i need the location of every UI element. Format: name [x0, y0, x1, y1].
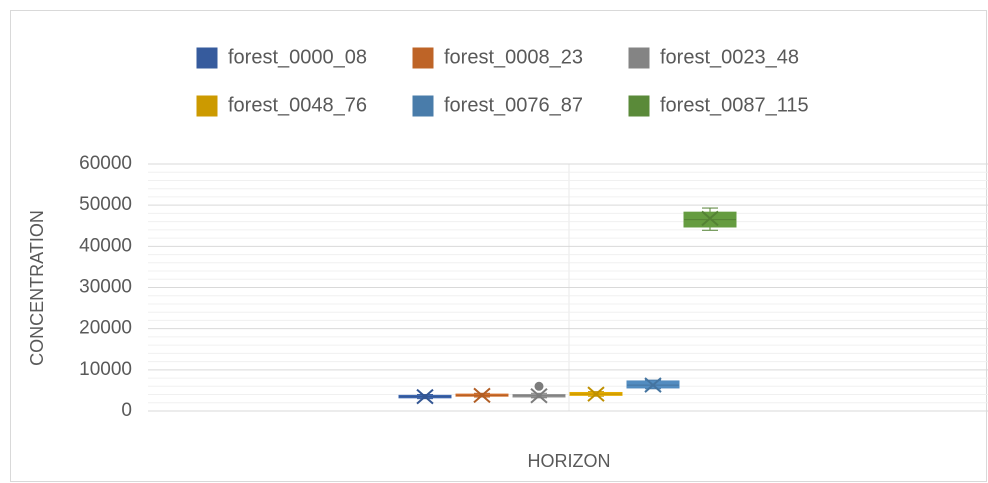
legend-swatch [196, 47, 218, 69]
mean-marker [587, 386, 605, 402]
x-axis-label: HORIZON [528, 451, 611, 471]
y-tick-label: 30000 [79, 277, 132, 298]
y-axis-label: CONCENTRATION [27, 210, 47, 366]
legend-label: forest_0048_76 [228, 94, 367, 116]
mean-marker [701, 210, 719, 227]
y-tick-label: 40000 [79, 235, 132, 256]
mean-marker [416, 388, 434, 405]
outlier [534, 381, 544, 391]
legend-label: forest_0087_115 [660, 94, 809, 116]
legend-swatch [412, 95, 434, 117]
legend-label: forest_0023_48 [660, 46, 799, 68]
legend-label: forest_0000_08 [228, 46, 367, 68]
y-tick-label: 60000 [79, 153, 132, 174]
mean-marker [473, 387, 491, 404]
y-tick-label: 0 [121, 400, 132, 421]
legend-swatch [412, 47, 434, 69]
legend-label: forest_0008_23 [444, 46, 583, 68]
y-tick-label: 20000 [79, 318, 132, 339]
mean-marker [530, 388, 548, 404]
legend-label: forest_0076_87 [444, 94, 583, 116]
mean-marker [644, 377, 662, 393]
legend-swatch [196, 95, 218, 117]
y-tick-label: 50000 [79, 194, 132, 215]
y-tick-label: 10000 [79, 359, 132, 380]
legend-swatch [628, 47, 650, 69]
legend-swatch [628, 95, 650, 117]
